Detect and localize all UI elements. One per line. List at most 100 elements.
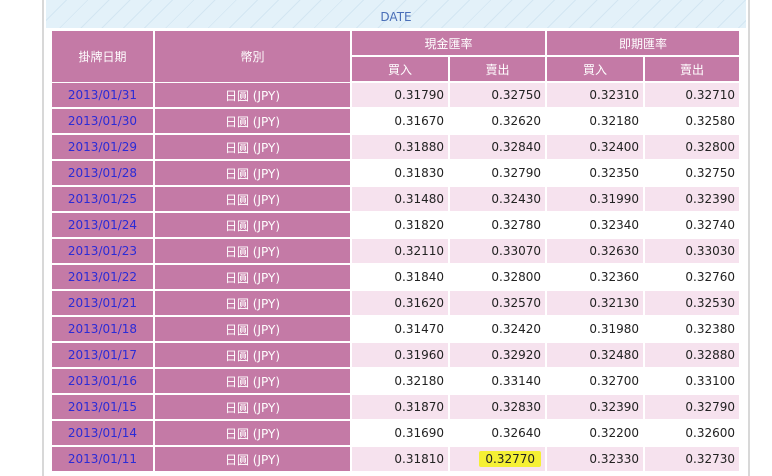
caption: DATE (380, 10, 412, 24)
rate: 0.31620 (352, 291, 448, 315)
rate-value: 0.32390 (589, 400, 639, 414)
rate-value: 0.31470 (394, 322, 444, 336)
rate: 0.31810 (352, 447, 448, 471)
date-link[interactable]: 2013/01/18 (52, 317, 153, 341)
currency: 日圓 (JPY) (155, 395, 350, 419)
currency: 日圓 (JPY) (155, 135, 350, 159)
rate-value: 0.32840 (491, 140, 541, 154)
currency: 日圓 (JPY) (155, 187, 350, 211)
rate-value: 0.32200 (589, 426, 639, 440)
rate: 0.32420 (450, 317, 545, 341)
date-link[interactable]: 2013/01/11 (52, 447, 153, 471)
rate-value: 0.32420 (491, 322, 541, 336)
rate-value: 0.32800 (685, 140, 735, 154)
rate-value: 0.32750 (491, 88, 541, 102)
rate-value: 0.32920 (491, 348, 541, 362)
rate: 0.31880 (352, 135, 448, 159)
rate-value: 0.32430 (491, 192, 541, 206)
rate-value: 0.32750 (685, 166, 735, 180)
rate-value: 0.32620 (491, 114, 541, 128)
header-cash: 現金匯率 (352, 31, 545, 55)
rate: 0.32380 (645, 317, 739, 341)
date-link[interactable]: 2013/01/28 (52, 161, 153, 185)
rate: 0.32800 (645, 135, 739, 159)
header-currency: 幣別 (155, 31, 350, 82)
rate-value: 0.33140 (491, 374, 541, 388)
rate-value: 0.31790 (394, 88, 444, 102)
rate-value: 0.31830 (394, 166, 444, 180)
rate-value: 0.32740 (685, 218, 735, 232)
rate: 0.32750 (450, 83, 545, 107)
rate: 0.32640 (450, 421, 545, 445)
rate: 0.32430 (450, 187, 545, 211)
rate: 0.32830 (450, 395, 545, 419)
date-link[interactable]: 2013/01/21 (52, 291, 153, 315)
rate: 0.32840 (450, 135, 545, 159)
rate-value: 0.31820 (394, 218, 444, 232)
rate: 0.32630 (547, 239, 643, 263)
rate-value: 0.32600 (685, 426, 735, 440)
rate-value: 0.32110 (394, 244, 444, 258)
rate-value: 0.32360 (589, 270, 639, 284)
rate: 0.32390 (547, 395, 643, 419)
rate: 0.32180 (352, 369, 448, 393)
date-link[interactable]: 2013/01/23 (52, 239, 153, 263)
rate-value: 0.31870 (394, 400, 444, 414)
rate: 0.32700 (547, 369, 643, 393)
rate-value: 0.32350 (589, 166, 639, 180)
rate-value: 0.31620 (394, 296, 444, 310)
date-link[interactable]: 2013/01/15 (52, 395, 153, 419)
rate: 0.31790 (352, 83, 448, 107)
rate: 0.33030 (645, 239, 739, 263)
date-link[interactable]: 2013/01/16 (52, 369, 153, 393)
rate: 0.32880 (645, 343, 739, 367)
rate: 0.32760 (645, 265, 739, 289)
rate: 0.32740 (645, 213, 739, 237)
rate: 0.32730 (645, 447, 739, 471)
rate-value: 0.32700 (589, 374, 639, 388)
rate: 0.32390 (645, 187, 739, 211)
header-spot: 即期匯率 (547, 31, 739, 55)
rate-value: 0.32480 (589, 348, 639, 362)
currency: 日圓 (JPY) (155, 369, 350, 393)
rate-value: 0.32180 (394, 374, 444, 388)
rate-value: 0.32760 (685, 270, 735, 284)
rate-value: 0.32340 (589, 218, 639, 232)
date-link[interactable]: 2013/01/29 (52, 135, 153, 159)
top-band (46, 0, 746, 28)
rate-value: 0.32390 (685, 192, 735, 206)
rate: 0.32750 (645, 161, 739, 185)
date-link[interactable]: 2013/01/25 (52, 187, 153, 211)
currency: 日圓 (JPY) (155, 213, 350, 237)
rate-value: 0.32400 (589, 140, 639, 154)
currency: 日圓 (JPY) (155, 421, 350, 445)
rate: 0.31960 (352, 343, 448, 367)
date-link[interactable]: 2013/01/31 (52, 83, 153, 107)
currency: 日圓 (JPY) (155, 447, 350, 471)
rate-value: 0.31880 (394, 140, 444, 154)
currency: 日圓 (JPY) (155, 291, 350, 315)
date-link[interactable]: 2013/01/22 (52, 265, 153, 289)
header-sell: 賣出 (645, 57, 739, 81)
rate-value: 0.31810 (394, 452, 444, 466)
header-date: 掛牌日期 (52, 31, 153, 82)
rate-value: 0.31690 (394, 426, 444, 440)
date-link[interactable]: 2013/01/30 (52, 109, 153, 133)
currency: 日圓 (JPY) (155, 317, 350, 341)
currency: 日圓 (JPY) (155, 239, 350, 263)
rate: 0.32620 (450, 109, 545, 133)
rate: 0.33140 (450, 369, 545, 393)
currency: 日圓 (JPY) (155, 83, 350, 107)
rate-value: 0.32380 (685, 322, 735, 336)
date-link[interactable]: 2013/01/24 (52, 213, 153, 237)
rate-value: 0.32830 (491, 400, 541, 414)
rate: 0.32200 (547, 421, 643, 445)
rate: 0.32130 (547, 291, 643, 315)
date-link[interactable]: 2013/01/17 (52, 343, 153, 367)
rate-value: 0.32180 (589, 114, 639, 128)
date-link[interactable]: 2013/01/14 (52, 421, 153, 445)
currency: 日圓 (JPY) (155, 161, 350, 185)
rate-value: 0.32730 (685, 452, 735, 466)
rate-value: 0.32570 (491, 296, 541, 310)
